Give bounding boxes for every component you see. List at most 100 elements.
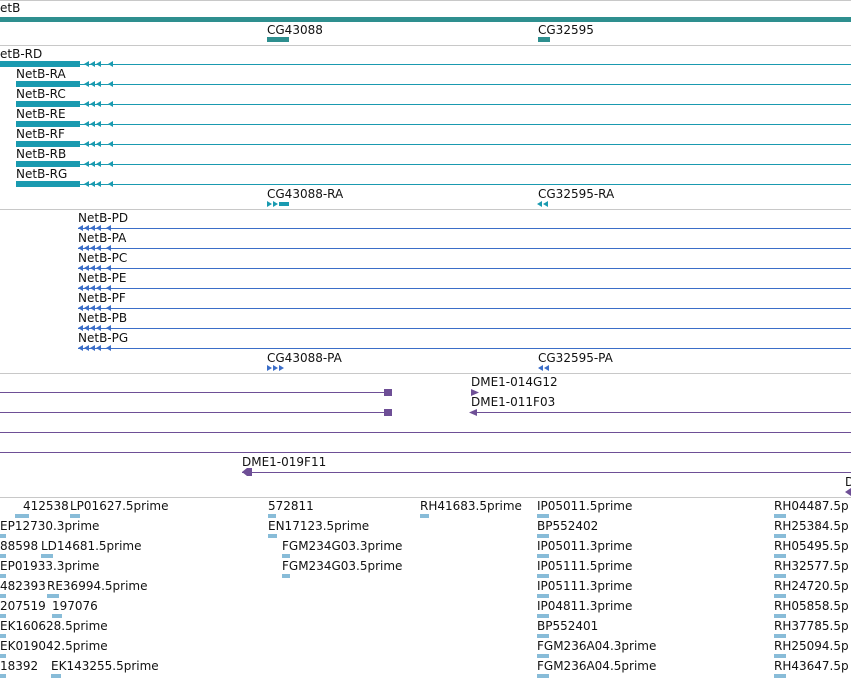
transcript-exon[interactable]: [16, 81, 80, 87]
clone-label[interactable]: DME1-011F03: [471, 395, 556, 409]
clone-label[interactable]: DME1-019F11: [242, 455, 327, 469]
transcript-label[interactable]: NetB-RG: [16, 167, 68, 181]
est-feature[interactable]: [537, 654, 549, 658]
est-label[interactable]: RH24720.5p: [774, 579, 849, 593]
est-feature[interactable]: [15, 514, 29, 518]
transcript-line[interactable]: [16, 144, 851, 145]
est-label[interactable]: 412538: [23, 499, 69, 513]
est-label[interactable]: IP05111.5prime: [537, 559, 633, 573]
protein-line[interactable]: [78, 288, 851, 289]
protein-line[interactable]: [78, 268, 851, 269]
transcript-exon[interactable]: [16, 161, 80, 167]
est-feature[interactable]: [774, 514, 786, 518]
est-label[interactable]: 88598: [0, 539, 39, 553]
est-label[interactable]: BP552402: [537, 519, 599, 533]
est-label[interactable]: IP05011.5prime: [537, 499, 633, 513]
est-label[interactable]: 207519: [0, 599, 46, 613]
est-feature[interactable]: [282, 554, 290, 558]
est-label[interactable]: RH04487.5p: [774, 499, 849, 513]
transcript-exons-icon[interactable]: [267, 200, 291, 208]
est-feature[interactable]: [51, 674, 61, 678]
est-feature[interactable]: [52, 614, 62, 618]
transcript-line[interactable]: [16, 84, 851, 85]
transcript-label[interactable]: NetB-RF: [16, 127, 65, 141]
est-label[interactable]: RH25384.5p: [774, 519, 849, 533]
transcript-label[interactable]: CG32595-RA: [538, 187, 615, 201]
transcript-label[interactable]: NetB-RA: [16, 67, 66, 81]
transcript-label[interactable]: etB-RD: [0, 47, 43, 61]
est-label[interactable]: RH05858.5p: [774, 599, 849, 613]
est-label[interactable]: EP01933.3prime: [0, 559, 100, 573]
clone-line[interactable]: [0, 412, 390, 413]
gene-label-cg43088[interactable]: CG43088: [267, 23, 323, 37]
protein-exons-icon[interactable]: [538, 364, 552, 372]
est-label[interactable]: RH32577.5p: [774, 559, 849, 573]
est-feature[interactable]: [774, 614, 786, 618]
est-feature[interactable]: [774, 674, 786, 678]
protein-label[interactable]: NetB-PC: [78, 251, 128, 265]
est-feature[interactable]: [537, 514, 549, 518]
est-feature[interactable]: [774, 574, 786, 578]
est-feature[interactable]: [774, 534, 786, 538]
clone-label[interactable]: D: [845, 475, 851, 489]
est-feature[interactable]: [774, 654, 786, 658]
est-label[interactable]: RE36994.5prime: [47, 579, 148, 593]
transcript-label[interactable]: CG43088-RA: [267, 187, 344, 201]
est-label[interactable]: EN17123.5prime: [268, 519, 370, 533]
est-feature[interactable]: [268, 514, 276, 518]
transcript-exon[interactable]: [16, 141, 80, 147]
transcript-line[interactable]: [16, 164, 851, 165]
est-label[interactable]: 572811: [268, 499, 314, 513]
est-feature[interactable]: [0, 554, 6, 558]
est-feature[interactable]: [537, 614, 549, 618]
protein-label[interactable]: CG32595-PA: [538, 351, 613, 365]
transcript-label[interactable]: NetB-RC: [16, 87, 66, 101]
protein-label[interactable]: NetB-PG: [78, 331, 129, 345]
est-feature[interactable]: [0, 654, 6, 658]
est-feature[interactable]: [537, 594, 549, 598]
gene-label-cg32595[interactable]: CG32595: [538, 23, 594, 37]
gene-feature-cg32595[interactable]: [538, 37, 550, 42]
protein-label[interactable]: NetB-PD: [78, 211, 129, 225]
protein-label[interactable]: CG43088-PA: [267, 351, 342, 365]
est-feature[interactable]: [41, 554, 53, 558]
est-feature[interactable]: [774, 594, 786, 598]
est-feature[interactable]: [0, 614, 6, 618]
protein-line[interactable]: [78, 228, 851, 229]
clone-line[interactable]: [0, 432, 851, 433]
est-label[interactable]: FGM234G03.3prime: [282, 539, 403, 553]
est-label[interactable]: EK019042.5prime: [0, 639, 108, 653]
transcript-exon[interactable]: [0, 61, 80, 67]
transcript-exons-icon[interactable]: [537, 200, 551, 208]
est-label[interactable]: FGM234G03.5prime: [282, 559, 403, 573]
est-label[interactable]: EK143255.5prime: [51, 659, 159, 673]
transcript-label[interactable]: NetB-RE: [16, 107, 66, 121]
est-feature[interactable]: [537, 634, 549, 638]
est-feature[interactable]: [0, 534, 6, 538]
est-label[interactable]: RH25094.5p: [774, 639, 849, 653]
est-label[interactable]: LD14681.5prime: [41, 539, 142, 553]
est-feature[interactable]: [282, 574, 290, 578]
clone-label[interactable]: DME1-014G12: [471, 375, 558, 389]
transcript-line[interactable]: [0, 64, 851, 65]
est-feature[interactable]: [70, 514, 80, 518]
est-label[interactable]: IP04811.3prime: [537, 599, 633, 613]
est-feature[interactable]: [537, 574, 549, 578]
protein-line[interactable]: [78, 308, 851, 309]
est-feature[interactable]: [537, 534, 549, 538]
est-feature[interactable]: [774, 554, 786, 558]
protein-line[interactable]: [78, 248, 851, 249]
protein-label[interactable]: NetB-PE: [78, 271, 127, 285]
est-feature[interactable]: [537, 554, 549, 558]
transcript-line[interactable]: [16, 124, 851, 125]
clone-line[interactable]: [0, 392, 390, 393]
est-feature[interactable]: [268, 534, 277, 538]
est-label[interactable]: RH41683.5prime: [420, 499, 522, 513]
protein-line[interactable]: [78, 328, 851, 329]
est-label[interactable]: RH37785.5p: [774, 619, 849, 633]
protein-label[interactable]: NetB-PA: [78, 231, 127, 245]
est-label[interactable]: EK160628.5prime: [0, 619, 108, 633]
protein-label[interactable]: NetB-PF: [78, 291, 126, 305]
transcript-exon[interactable]: [16, 181, 80, 187]
